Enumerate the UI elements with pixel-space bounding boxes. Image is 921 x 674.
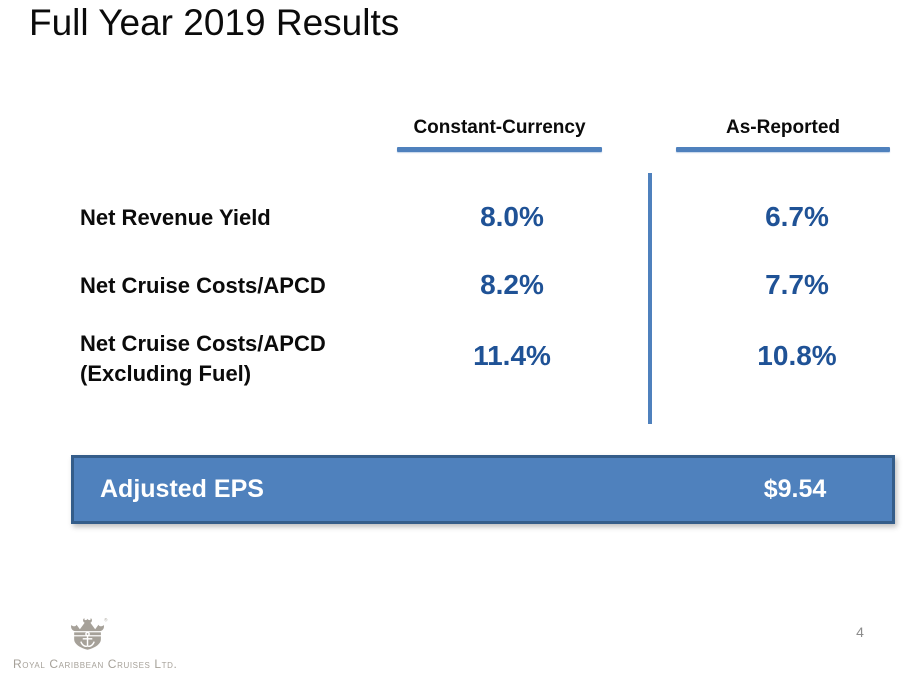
net-revenue-yield-constant-currency-value: 8.0%: [480, 201, 544, 232]
adjusted-eps-banner: Adjusted EPS $9.54: [71, 455, 895, 524]
slide-title: Full Year 2019 Results: [29, 2, 400, 43]
as-reported-underline: [676, 147, 890, 152]
company-logo: ® Royal Caribbean Cruises Ltd.: [13, 615, 178, 671]
net-cruise-costs-as-reported-value: 7.7%: [765, 269, 829, 300]
row-label-net-cruise-costs-excl-fuel: Net Cruise Costs/APCD (Excluding Fuel): [80, 329, 326, 389]
constant-currency-underline: [397, 147, 602, 152]
page-number: 4: [856, 624, 864, 640]
net-cruise-costs-excl-fuel-constant-currency-value: 11.4%: [473, 340, 551, 371]
adjusted-eps-label: Adjusted EPS: [100, 475, 264, 503]
column-divider-line: [648, 173, 652, 424]
company-name: Royal Caribbean Cruises Ltd.: [13, 657, 178, 671]
row-label-text: Net Revenue Yield: [80, 205, 271, 230]
row-label-net-revenue-yield: Net Revenue Yield: [80, 203, 271, 233]
column-header-constant-currency: Constant-Currency: [413, 117, 586, 138]
net-cruise-costs-excl-fuel-as-reported-value: 10.8%: [757, 340, 837, 371]
row-label-text: Net Cruise Costs/APCD: [80, 331, 326, 356]
adjusted-eps-value: $9.54: [763, 475, 827, 503]
row-label-text-line2: (Excluding Fuel): [80, 361, 252, 386]
row-label-net-cruise-costs: Net Cruise Costs/APCD: [80, 271, 326, 301]
column-header-as-reported: As-Reported: [725, 117, 840, 138]
net-revenue-yield-as-reported-value: 6.7%: [765, 201, 829, 232]
svg-text:®: ®: [104, 618, 108, 623]
net-cruise-costs-constant-currency-value: 8.2%: [480, 269, 544, 300]
crown-anchor-icon: ®: [71, 618, 108, 650]
row-label-text: Net Cruise Costs/APCD: [80, 273, 326, 298]
